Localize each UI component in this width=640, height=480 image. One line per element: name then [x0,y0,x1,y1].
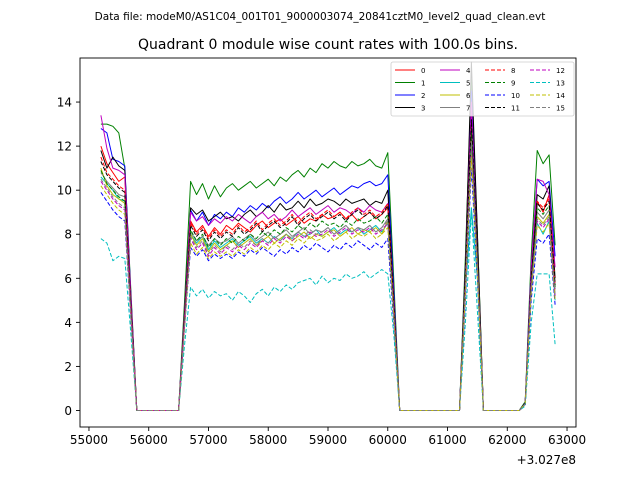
y-tick-label: 12 [57,140,72,154]
x-tick-label: 60000 [369,433,407,447]
x-offset-label: +3.027e8 [517,453,576,467]
legend-label-12: 12 [556,67,565,75]
legend-label-15: 15 [556,105,565,113]
legend-label-2: 2 [421,92,425,100]
y-tick-label: 14 [57,96,72,110]
legend-label-3: 3 [421,105,425,113]
legend-label-10: 10 [511,92,520,100]
x-tick-label: 61000 [428,433,466,447]
legend-label-0: 0 [421,67,425,75]
y-tick-label: 0 [64,404,72,418]
x-tick-label: 59000 [309,433,347,447]
legend-label-7: 7 [466,105,470,113]
series-line-13 [100,211,556,411]
chart-title: Quadrant 0 module wise count rates with … [138,37,518,53]
x-tick-label: 55000 [70,433,108,447]
y-tick-label: 4 [64,316,72,330]
legend-label-4: 4 [466,67,471,75]
legend-box [390,61,575,117]
legend-label-11: 11 [511,105,520,113]
y-tick-label: 6 [64,272,72,286]
y-tick-label: 8 [64,228,72,242]
x-tick-label: 62000 [488,433,526,447]
series-lines [100,61,556,411]
plot-area [100,61,556,411]
legend-label-5: 5 [466,80,470,88]
x-tick-label: 57000 [189,433,227,447]
data-file-label: Data file: modeM0/AS1C04_001T01_90000030… [95,11,546,23]
x-tick-label: 63000 [548,433,586,447]
y-tick-label: 2 [64,360,72,374]
legend-label-6: 6 [466,92,471,100]
x-tick-label: 58000 [249,433,287,447]
series-line-14 [100,156,556,411]
legend-label-9: 9 [511,80,515,88]
legend-label-1: 1 [421,80,425,88]
series-line-15 [100,141,556,411]
legend-label-13: 13 [556,80,565,88]
axes: 55000 56000 57000 58000 59000 60000 61000 62000… [57,57,586,467]
legend-label-8: 8 [511,67,515,75]
legend-label-14: 14 [556,92,565,100]
x-tick-label: 56000 [130,433,168,447]
y-tick-label: 10 [57,184,72,198]
